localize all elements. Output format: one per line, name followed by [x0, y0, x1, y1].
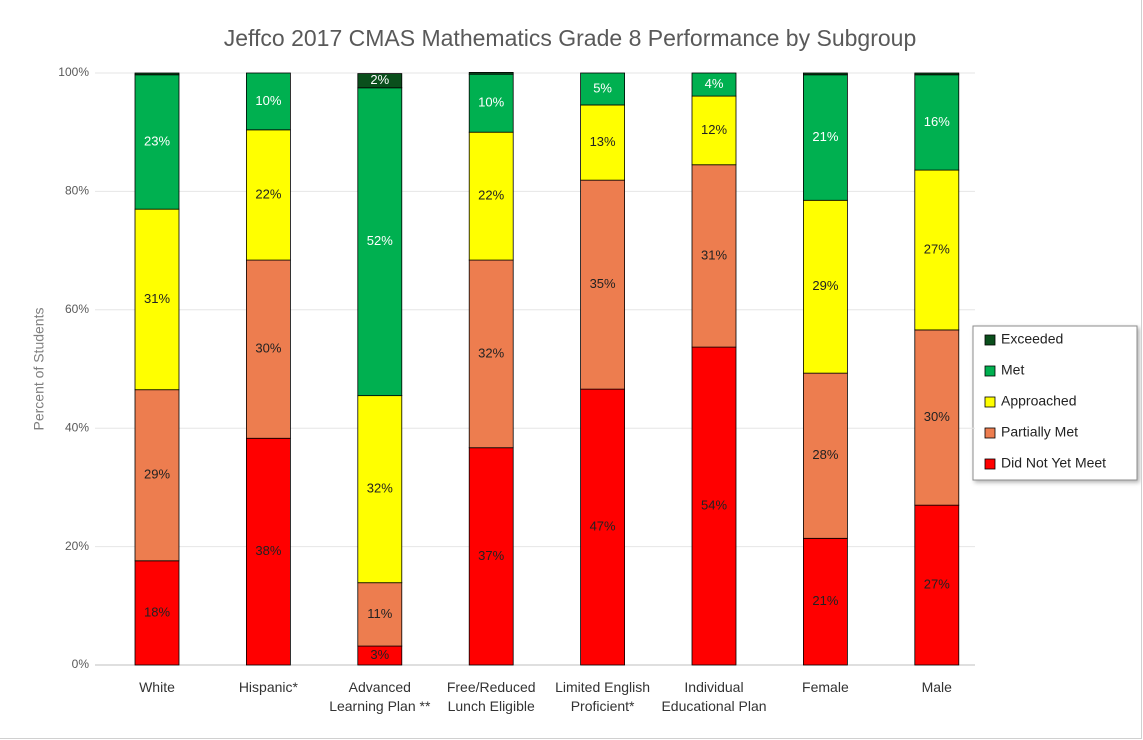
x-tick-label: Individual Educational Plan [661, 679, 767, 714]
y-tick-label: 60% [65, 302, 89, 316]
data-label: 3% [370, 647, 389, 662]
bar-segment [914, 169, 960, 331]
data-label: 27% [924, 577, 950, 592]
y-axis-label: Percent of Students [31, 308, 47, 431]
data-label: 21% [812, 593, 838, 608]
y-tick-label: 20% [65, 539, 89, 553]
x-tick-label: Hispanic* [238, 679, 298, 695]
legend-label: Did Not Yet Meet [1001, 455, 1106, 471]
legend-swatch [984, 365, 996, 377]
legend-swatch [984, 396, 996, 408]
bar-segment [134, 389, 180, 562]
bar-segment [357, 73, 403, 89]
bar-segment [803, 372, 848, 539]
bar-segment [691, 72, 737, 97]
data-label: 22% [478, 188, 504, 203]
data-label: 31% [144, 291, 170, 306]
data-label: 5% [593, 80, 612, 95]
legend-label: Exceeded [1001, 331, 1063, 347]
bar-segment [134, 560, 180, 666]
bar-segment [580, 179, 625, 390]
data-label: 16% [924, 114, 950, 129]
bar-segment [914, 504, 960, 666]
data-label: 30% [924, 409, 950, 424]
bar-segment [468, 72, 514, 75]
x-tick-label: Male [921, 679, 952, 695]
bar-segment [691, 164, 737, 348]
bar-segment [357, 582, 403, 647]
bar-segment [580, 104, 625, 181]
x-tick-label: White [139, 679, 175, 695]
data-label: 10% [255, 93, 281, 108]
bar-segment [468, 259, 514, 449]
bar-segment [245, 129, 291, 261]
legend-label: Partially Met [1001, 424, 1078, 440]
x-tick-label: Limited English Proficient* [555, 679, 651, 714]
x-tick-label: Advanced Learning Plan ** [329, 679, 431, 714]
data-label: 30% [255, 341, 281, 356]
bar-segment [580, 388, 625, 666]
bar-segment [357, 87, 403, 397]
y-tick-label: 0% [72, 657, 90, 671]
y-tick-label: 40% [65, 420, 89, 434]
bar-segment [245, 437, 291, 666]
bar-segment [134, 72, 180, 76]
data-label: 29% [812, 278, 838, 293]
bar-segment [803, 72, 848, 76]
data-label: 4% [705, 76, 724, 91]
x-tick-label: Free/Reduced Lunch Eligible [446, 679, 536, 714]
data-label: 18% [144, 604, 170, 619]
data-label: 35% [590, 276, 616, 291]
data-label: 32% [367, 481, 393, 496]
bar-segment [914, 329, 960, 506]
bar-segment [914, 74, 960, 171]
data-label: 54% [701, 497, 727, 512]
legend-swatch [984, 334, 996, 346]
bar-segment [803, 199, 848, 374]
data-label: 21% [812, 129, 838, 144]
data-label: 27% [924, 241, 950, 256]
data-label: 47% [590, 519, 616, 534]
bar-segment [468, 131, 514, 261]
data-label: 11% [367, 606, 392, 621]
bar-segment [914, 72, 960, 76]
bar-segment [580, 72, 625, 106]
data-label: 28% [812, 447, 838, 462]
bar-segment [134, 74, 180, 210]
data-label: 31% [701, 247, 727, 262]
data-label: 37% [478, 548, 504, 563]
bar-segment [803, 537, 848, 666]
data-label: 29% [144, 467, 170, 482]
legend-label: Met [1001, 362, 1024, 378]
bar-segment [468, 447, 514, 666]
data-label: 12% [701, 122, 727, 137]
legend-swatch [984, 458, 996, 470]
bar-segment [691, 346, 737, 666]
data-label: 32% [478, 345, 504, 360]
data-label: 23% [144, 133, 170, 148]
x-tick-label: Female [802, 679, 849, 695]
y-tick-label: 80% [65, 184, 89, 198]
y-tick-label: 100% [58, 65, 89, 79]
bar-segment [245, 259, 291, 439]
bar-segment [691, 95, 737, 166]
legend-box [972, 325, 1138, 481]
bar-segment [468, 73, 514, 133]
chart-title: Jeffco 2017 CMAS Mathematics Grade 8 Per… [224, 25, 916, 51]
bar-segment [245, 72, 291, 131]
data-label: 2% [370, 72, 389, 87]
data-label: 38% [255, 543, 281, 558]
legend-label: Approached [1001, 393, 1077, 409]
data-label: 52% [367, 233, 393, 248]
data-label: 10% [478, 95, 504, 110]
data-label: 22% [255, 186, 281, 201]
data-label: 13% [590, 134, 616, 149]
legend-swatch [984, 427, 996, 439]
